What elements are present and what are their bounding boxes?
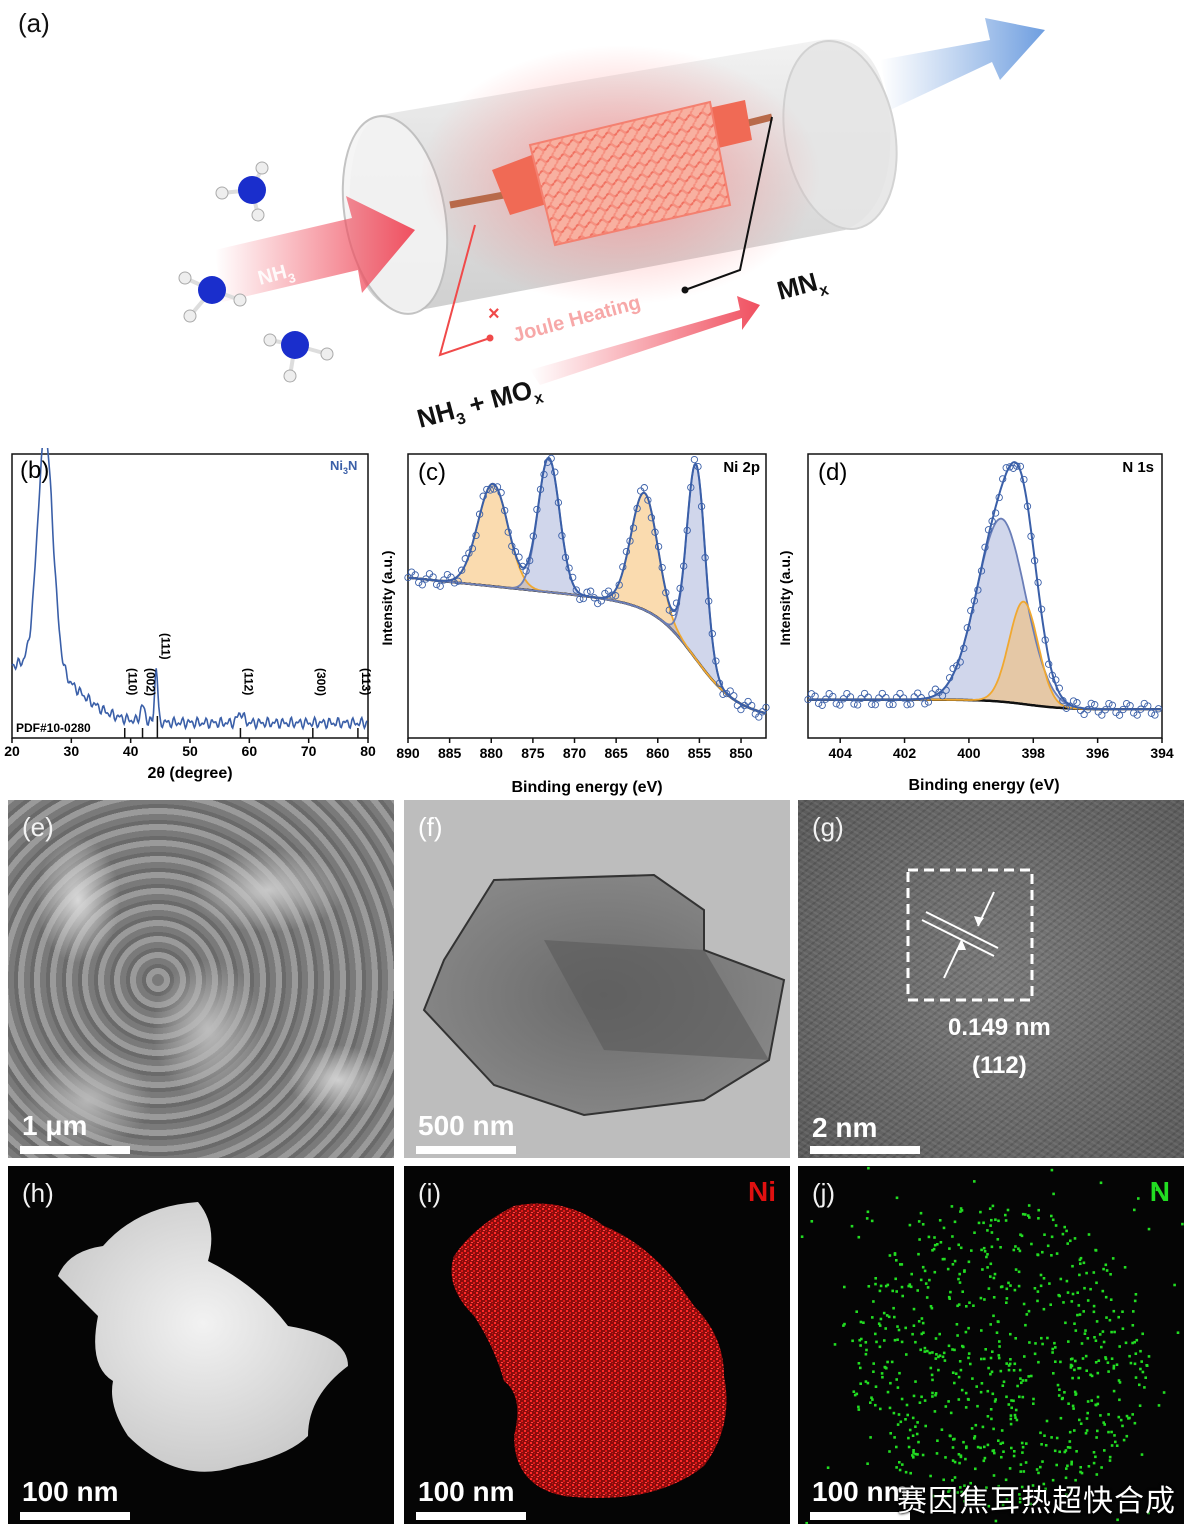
mnx-label: MN bbox=[774, 266, 821, 305]
peak-label-1: (002) bbox=[144, 668, 158, 696]
c-xtick-850: 850 bbox=[729, 745, 753, 761]
joule-heating-schematic: × Joule Heating NH3 MNx bbox=[178, 18, 1045, 439]
xrd-xtick-60: 60 bbox=[242, 743, 258, 759]
mesh-electrode bbox=[528, 100, 732, 247]
d-xtick-400: 400 bbox=[957, 745, 981, 761]
panel-c: 890 885 880 875 870 865 860 855 850 (c) Ni 2p In… bbox=[372, 448, 782, 800]
panel-i-ni-map: (i) Ni 100 nm bbox=[404, 1166, 790, 1524]
panel-f-label: (f) bbox=[418, 812, 443, 842]
d-xtick-396: 396 bbox=[1086, 745, 1110, 761]
panel-g-scalebar bbox=[810, 1146, 920, 1154]
peak-label-5: (113) bbox=[359, 668, 373, 695]
c-xtick-865: 865 bbox=[604, 745, 628, 761]
n1s-chart: 404 402 400 398 396 394 (d) N 1s Intensity (a… bbox=[777, 453, 1174, 794]
panel-d: 404 402 400 398 396 394 (d) N 1s Intensity (a… bbox=[770, 448, 1190, 800]
svg-text:MNx: MNx bbox=[774, 264, 831, 311]
panel-e-sem-image: (e) 1 μm bbox=[8, 800, 394, 1158]
nh3-molecule-3 bbox=[263, 331, 334, 383]
xrd-xtick-70: 70 bbox=[301, 743, 317, 759]
n1s-ylabel: Intensity (a.u.) bbox=[777, 551, 793, 646]
xrd-title: Ni3N bbox=[330, 458, 357, 476]
panel-j-n-map: (j) N 100 nm 赛因焦耳热超快合成 bbox=[798, 1166, 1184, 1524]
svg-text:×: × bbox=[488, 303, 500, 325]
panel-j-scale-label: 100 nm bbox=[812, 1476, 909, 1507]
panel-e-scalebar bbox=[20, 1146, 130, 1154]
ni2p-xlabel: Binding energy (eV) bbox=[511, 779, 662, 796]
d-peak-fill-0 bbox=[808, 518, 1162, 710]
nh3-flow-arrow bbox=[215, 196, 415, 302]
product-flow-arrow bbox=[880, 18, 1045, 110]
d-xtick-402: 402 bbox=[893, 745, 917, 761]
panel-f-scale-label: 500 nm bbox=[418, 1110, 515, 1141]
peak-label-3: (112) bbox=[241, 668, 255, 695]
ni2p-title: Ni 2p bbox=[723, 459, 760, 476]
panel-h-scale-label: 100 nm bbox=[22, 1476, 119, 1507]
c-peak-fill-3 bbox=[408, 463, 766, 714]
c-xtick-885: 885 bbox=[438, 745, 462, 761]
panel-i-scalebar bbox=[416, 1512, 526, 1520]
xrd-xlabel: 2θ (degree) bbox=[147, 765, 232, 782]
c-xtick-870: 870 bbox=[563, 745, 587, 761]
c-peak-fill-0 bbox=[408, 483, 766, 714]
n1s-xlabel: Binding energy (eV) bbox=[908, 777, 1059, 794]
c-xtick-860: 860 bbox=[646, 745, 670, 761]
panel-b-label: (b) bbox=[20, 457, 49, 484]
xrd-xtick-80: 80 bbox=[360, 743, 376, 759]
nh3-molecule-2 bbox=[178, 271, 247, 323]
haadf-particle bbox=[58, 1202, 348, 1472]
xrd-pattern-line bbox=[11, 437, 368, 731]
panel-c-label: (c) bbox=[418, 459, 446, 486]
svg-text:NH3 + MOx: NH3 + MOx bbox=[414, 372, 546, 439]
panel-d-label: (d) bbox=[818, 459, 847, 486]
c-xtick-880: 880 bbox=[480, 745, 504, 761]
panel-e-label: (e) bbox=[22, 812, 54, 842]
panel-h-scalebar bbox=[20, 1512, 130, 1520]
panel-g-hrtem-image: (g) 0.149 nm (112) 2 nm bbox=[798, 800, 1184, 1158]
ni-element-label: Ni bbox=[748, 1176, 776, 1207]
peak-label-4: (300) bbox=[314, 668, 328, 696]
xrd-xtick-30: 30 bbox=[64, 743, 80, 759]
panel-f-tem-image: (f) 500 nm bbox=[404, 800, 790, 1158]
n-element-label: N bbox=[1149, 1176, 1170, 1207]
nh3-molecule-1 bbox=[215, 161, 269, 222]
c-peak-2 bbox=[407, 491, 767, 715]
d-spacing-label: 0.149 nm bbox=[948, 1014, 1051, 1041]
panel-j-scalebar bbox=[810, 1512, 910, 1520]
lattice-plane-label: (112) bbox=[972, 1052, 1027, 1079]
panel-h-haadf-image: (h) 100 nm bbox=[8, 1166, 394, 1524]
panel-g-scale-label: 2 nm bbox=[812, 1112, 878, 1143]
xrd-xtick-20: 20 bbox=[4, 743, 20, 759]
panel-h-label: (h) bbox=[22, 1178, 54, 1208]
panel-j-label: (j) bbox=[812, 1178, 836, 1208]
ni2p-chart: 890 885 880 875 870 865 860 855 850 (c) Ni 2p In… bbox=[379, 453, 770, 796]
xrd-xtick-50: 50 bbox=[182, 743, 198, 759]
n1s-envelope-line bbox=[808, 461, 1161, 711]
panel-b: (110) (002) (111) (112) (300) (113) 20 30 40 50 6… bbox=[0, 437, 390, 788]
panel-g-label: (g) bbox=[812, 812, 844, 842]
xrd-chart: (110) (002)(111) (112) (300) (113) 20 30 40 50 6… bbox=[4, 437, 376, 782]
reactant-label: NH bbox=[414, 395, 458, 434]
panel-i-scale-label: 100 nm bbox=[418, 1476, 515, 1507]
d-xtick-398: 398 bbox=[1022, 745, 1046, 761]
d-xtick-404: 404 bbox=[829, 745, 853, 761]
d-xtick-394: 394 bbox=[1150, 745, 1174, 761]
ni-distribution bbox=[451, 1203, 727, 1498]
ni2p-envelope-line bbox=[407, 456, 767, 715]
pdf-card-label: PDF#10-0280 bbox=[16, 721, 91, 735]
peak-label-2: (111) bbox=[158, 633, 172, 660]
c-xtick-875: 875 bbox=[521, 745, 545, 761]
panel-e-scale-label: 1 μm bbox=[22, 1110, 88, 1141]
panel-i-label: (i) bbox=[418, 1178, 442, 1208]
c-xtick-890: 890 bbox=[396, 745, 420, 761]
peak-label-0: (110) bbox=[126, 668, 140, 695]
panel-a-label: (a) bbox=[18, 8, 50, 38]
c-xtick-855: 855 bbox=[688, 745, 712, 761]
ni2p-ylabel: Intensity (a.u.) bbox=[379, 551, 395, 646]
xrd-xtick-40: 40 bbox=[123, 743, 139, 759]
n1s-title: N 1s bbox=[1122, 459, 1154, 476]
watermark-text: 赛因焦耳热超快合成 bbox=[897, 1485, 1176, 1518]
panel-f-scalebar bbox=[416, 1146, 516, 1154]
panel-a: (a) bbox=[0, 0, 1192, 440]
